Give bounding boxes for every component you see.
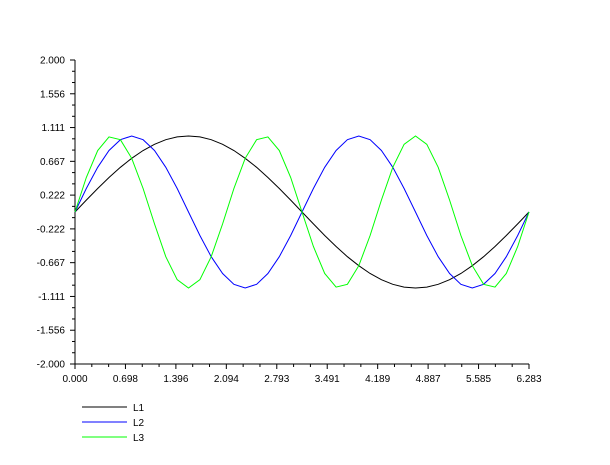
x-tick-label: 2.793 xyxy=(264,374,289,385)
x-tick-label: 6.283 xyxy=(516,374,541,385)
x-tick-label: 0.698 xyxy=(113,374,138,385)
y-tick-label: 1.111 xyxy=(41,123,65,134)
x-tick-label: 3.491 xyxy=(315,374,340,385)
x-tick-label: 5.585 xyxy=(466,374,491,385)
legend-label: L1 xyxy=(133,403,145,414)
y-tick-label: -0.222 xyxy=(37,224,66,235)
y-tick-label: -2.000 xyxy=(37,360,66,371)
x-tick-label: 2.094 xyxy=(214,374,239,385)
series-lines xyxy=(74,135,530,289)
legend-label: L2 xyxy=(133,418,145,429)
legend-label: L3 xyxy=(133,433,145,444)
y-tick-label: 1.556 xyxy=(40,89,65,100)
y-tick-label: 0.667 xyxy=(40,157,65,168)
y-tick-label: -0.667 xyxy=(37,258,66,269)
x-tick-label: 4.887 xyxy=(416,374,441,385)
y-tick-label: -1.111 xyxy=(38,292,65,303)
x-tick-label: 4.189 xyxy=(365,374,390,385)
axes: 2.000 1.556 1.111 0.667 0.222 -0.222 -0.667 -1.… xyxy=(37,56,542,386)
y-tick-label: 2.000 xyxy=(40,56,65,67)
y-tick-label: -1.556 xyxy=(37,326,66,337)
series-line-l3 xyxy=(74,135,530,289)
x-tick-label: 0.000 xyxy=(62,374,87,385)
legend: L1 L2 L3 xyxy=(82,403,145,444)
x-tick-label: 1.396 xyxy=(163,374,188,385)
y-tick-label: 0.222 xyxy=(40,191,65,202)
